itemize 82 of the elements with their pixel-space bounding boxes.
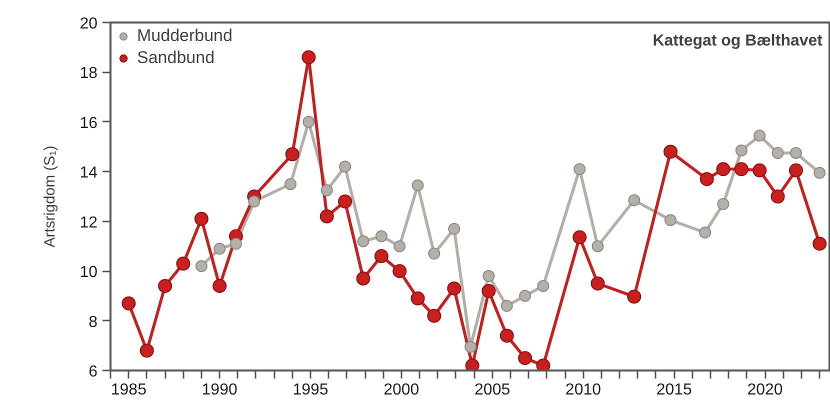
y-tick-label: 18 — [80, 65, 98, 82]
x-tick-label: 1990 — [202, 382, 238, 398]
point — [448, 222, 460, 235]
point — [320, 209, 334, 224]
point — [788, 163, 803, 178]
point — [410, 291, 425, 306]
point — [574, 163, 586, 176]
x-tick-label: 2010 — [565, 382, 602, 398]
point — [752, 163, 767, 178]
point — [500, 328, 514, 343]
point — [375, 230, 388, 242]
point — [537, 280, 550, 292]
point — [482, 284, 496, 298]
point — [357, 235, 370, 248]
point — [734, 162, 748, 176]
point — [176, 256, 190, 271]
x-tick-label: 2005 — [474, 382, 510, 398]
y-tick-label: 20 — [80, 16, 98, 32]
point — [214, 242, 226, 255]
point — [465, 358, 480, 370]
point — [700, 172, 714, 186]
point — [302, 116, 315, 128]
point — [284, 178, 296, 190]
point — [518, 351, 532, 366]
point — [717, 198, 730, 210]
point — [716, 162, 730, 176]
x-tick-label: 1995 — [292, 382, 328, 398]
y-tick-label: 14 — [80, 164, 98, 182]
point — [735, 144, 748, 157]
point — [464, 340, 476, 353]
point — [627, 290, 642, 304]
legend-label: Mudderbund — [137, 26, 232, 46]
point — [770, 190, 785, 204]
point — [195, 260, 208, 272]
point — [427, 308, 442, 323]
point — [248, 195, 260, 208]
point — [572, 230, 587, 244]
point — [812, 236, 827, 251]
x-tick-label: 2015 — [656, 382, 692, 398]
point — [519, 290, 532, 302]
point — [814, 166, 826, 179]
point — [194, 212, 208, 226]
point — [428, 248, 440, 260]
point — [699, 226, 712, 239]
y-tick-label: 6 — [88, 364, 98, 380]
x-tick-label: 2020 — [747, 382, 783, 398]
point — [338, 194, 352, 208]
point — [500, 300, 513, 312]
point — [790, 147, 802, 159]
y-tick-label: 10 — [80, 264, 98, 282]
y-tick-label: 12 — [80, 214, 98, 232]
legend-label: Sandbund — [137, 48, 215, 68]
point — [447, 281, 462, 296]
point — [392, 264, 407, 278]
x-tick-label: 2000 — [384, 382, 420, 398]
point — [664, 214, 676, 226]
x-tick-label: 1985 — [110, 382, 147, 398]
point — [482, 270, 495, 282]
y-tick-label: 16 — [80, 114, 98, 132]
point — [536, 358, 550, 370]
y-axis-title: Artsrigdom (S₁) — [42, 146, 59, 248]
y-tick-label: 8 — [88, 314, 98, 331]
point — [230, 238, 242, 250]
point — [628, 194, 640, 206]
point — [664, 144, 678, 159]
point — [772, 147, 784, 159]
point — [339, 160, 352, 173]
point — [412, 179, 424, 192]
point — [394, 240, 406, 252]
point — [592, 240, 604, 252]
point — [158, 279, 172, 293]
point — [320, 184, 333, 196]
point — [285, 147, 300, 162]
point — [590, 276, 605, 290]
point — [374, 249, 388, 264]
point — [122, 296, 136, 310]
annotation: Kattegat og Bælthavet — [652, 32, 824, 50]
point — [356, 272, 370, 286]
point — [302, 50, 316, 64]
point — [212, 279, 227, 293]
point — [754, 130, 766, 142]
point — [140, 344, 154, 358]
